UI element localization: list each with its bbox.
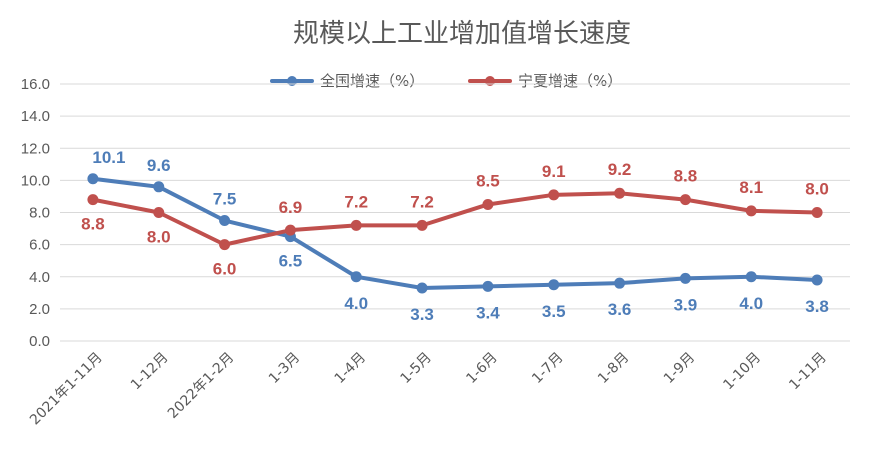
x-tick-label: 1-10月 (720, 350, 764, 394)
data-label: 6.9 (279, 198, 303, 217)
data-label: 4.0 (344, 294, 368, 313)
data-label: 3.4 (476, 303, 500, 322)
x-tick-label: 1-6月 (463, 350, 500, 387)
data-point (87, 194, 99, 206)
data-point (219, 215, 231, 227)
series-line (90, 191, 820, 247)
data-label: 9.1 (542, 162, 566, 181)
legend-label: 宁夏增速（%） (518, 72, 622, 90)
data-label: 10.1 (92, 148, 125, 167)
gridlines (60, 83, 850, 342)
data-label: 8.8 (674, 167, 698, 186)
x-tick-label: 2022年1-2月 (165, 350, 237, 422)
data-label: 8.1 (739, 178, 763, 197)
y-tick-label: 10.0 (21, 172, 50, 189)
data-label: 9.2 (608, 160, 632, 179)
y-tick-label: 16.0 (21, 76, 50, 93)
data-point (548, 189, 560, 201)
data-label: 3.5 (542, 302, 566, 321)
series-line (90, 176, 820, 290)
y-tick-label: 2.0 (29, 301, 50, 318)
series-group (87, 173, 823, 294)
data-label: 3.9 (674, 295, 698, 314)
data-point (416, 282, 428, 294)
data-point (350, 271, 362, 283)
data-label: 8.8 (81, 215, 105, 234)
data-point (153, 207, 165, 218)
data-label: 8.0 (147, 228, 171, 247)
data-point (548, 279, 560, 291)
y-tick-label: 8.0 (29, 205, 50, 222)
x-tick-label: 1-9月 (661, 350, 698, 387)
data-point (350, 219, 362, 231)
data-point (745, 271, 757, 283)
data-label: 6.0 (213, 260, 237, 279)
x-tick-label: 1-8月 (595, 350, 632, 387)
data-point (811, 207, 823, 218)
y-tick-label: 0.0 (29, 333, 50, 350)
data-point (679, 194, 691, 206)
data-label: 8.0 (805, 180, 829, 199)
x-tick-label: 2021年1-11月 (27, 350, 106, 429)
x-tick-label: 1-5月 (398, 350, 435, 387)
data-point (679, 272, 691, 284)
data-point (284, 224, 296, 236)
chart-title: 规模以上工业增加值增长速度 (293, 19, 631, 49)
x-tick-label: 1-3月 (266, 350, 303, 387)
data-point (614, 187, 626, 199)
data-label: 4.0 (739, 294, 763, 313)
x-tick-label: 1-4月 (332, 350, 369, 387)
legend: 全国增速（%） 宁夏增速（%） (270, 72, 622, 90)
data-point (153, 181, 165, 193)
data-label: 9.6 (147, 156, 171, 175)
data-label: 3.6 (608, 300, 632, 319)
data-point (87, 173, 99, 185)
x-tick-label: 1-12月 (128, 350, 172, 394)
data-point (745, 205, 757, 217)
x-tick-label: 1-11月 (786, 350, 830, 394)
data-label: 6.5 (279, 252, 303, 271)
data-point (482, 280, 494, 292)
data-point (482, 198, 494, 210)
y-tick-label: 6.0 (29, 237, 50, 254)
legend-label: 全国增速（%） (320, 72, 424, 90)
y-axis: 0.0 2.0 4.0 6.0 8.0 10.0 12.0 14.0 16.0 (21, 76, 50, 350)
data-point (416, 219, 428, 231)
data-label: 3.3 (410, 305, 434, 324)
data-point (219, 239, 231, 251)
data-label: 8.5 (476, 171, 500, 190)
data-label: 7.2 (344, 192, 368, 211)
data-point (811, 274, 823, 286)
x-tick-label: 1-7月 (529, 350, 566, 387)
y-tick-label: 4.0 (29, 269, 50, 286)
data-label: 7.2 (410, 192, 434, 211)
y-tick-label: 14.0 (21, 108, 50, 125)
data-labels: 10.1 8.8 9.6 8.0 7.5 6.0 6.5 6.9 4.0 7.2 3.3 7.2 3.4… (81, 148, 829, 324)
data-label: 7.5 (213, 190, 237, 209)
data-label: 3.8 (805, 297, 829, 316)
y-tick-label: 12.0 (21, 140, 50, 157)
data-point (614, 277, 626, 289)
